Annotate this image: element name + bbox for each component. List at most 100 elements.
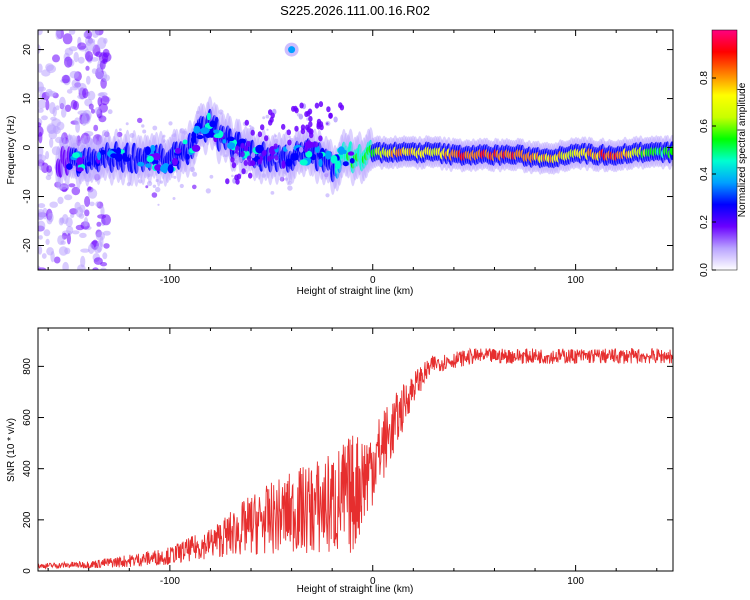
spectrogram-noise-blob <box>68 30 76 35</box>
colorbar-tick-label: 0.6 <box>699 119 710 133</box>
spectrogram-noise-blob <box>82 88 89 99</box>
spectrogram-noise-blob <box>38 63 43 73</box>
y-tick-label: -20 <box>22 238 33 253</box>
spectrogram-noise-blob <box>91 30 100 38</box>
spectrogram-noise-blob <box>38 203 46 209</box>
spectrogram-blob <box>318 158 323 168</box>
spectrogram-streak <box>240 142 245 149</box>
spectrogram-streak <box>225 178 230 185</box>
spectrogram-noise-blob <box>38 122 42 128</box>
spectrogram-noise-blob <box>61 108 67 118</box>
spectrogram-noise-blob <box>79 232 87 238</box>
spectrogram-blob <box>76 157 84 165</box>
spectrogram-noise-blob <box>103 243 110 249</box>
spectrogram-noise-blob <box>66 233 71 245</box>
spectrogram-noise-blob <box>96 221 102 227</box>
spectrogram-noise-blob <box>66 225 74 235</box>
y-tick-label: 800 <box>22 358 33 375</box>
spectrogram-noise-blob <box>86 75 91 85</box>
spectrogram-streak <box>326 106 331 113</box>
spectrogram-streak <box>244 119 249 126</box>
spectrogram-streak <box>308 115 313 122</box>
spectrogram-blob <box>172 157 178 166</box>
spectrogram-blob <box>290 153 299 161</box>
spectrogram-noise-blob <box>49 137 54 148</box>
spectrogram-noise-blob <box>49 201 58 208</box>
spectrogram-blob <box>167 164 174 174</box>
spectrogram-noise-dot <box>326 122 329 125</box>
spectrogram-noise-blob <box>38 163 43 171</box>
spectrogram-streak <box>234 174 239 181</box>
spectrogram-streak <box>246 155 252 162</box>
spectrogram-streak <box>240 151 245 158</box>
spectrogram-streak <box>306 140 311 146</box>
spectrogram-streak <box>333 116 338 123</box>
spectrogram-streak <box>286 144 291 151</box>
spectrogram-noise-blob <box>55 30 61 40</box>
spectrogram-noise-blob <box>38 220 46 232</box>
spectrogram-streak <box>270 112 275 119</box>
spectrogram-noise-blob <box>38 86 46 92</box>
spectrogram-noise-blob <box>45 174 52 181</box>
spectrogram-noise-blob <box>66 89 73 94</box>
spectrogram-blob <box>209 120 217 128</box>
spectrogram-noise-blob <box>87 90 96 101</box>
spectrogram-noise-blob <box>80 248 90 253</box>
spectrogram-streak <box>294 125 299 132</box>
spectrogram-noise-blob <box>95 231 105 241</box>
spectrogram-noise-blob <box>38 235 43 240</box>
figure-title: S225.2026.111.00.16.R02 <box>280 3 430 18</box>
spectrogram-noise-dot <box>325 193 330 198</box>
x-tick-label: 100 <box>567 576 584 587</box>
spectrogram-blob <box>160 164 167 173</box>
spectrogram-noise-blob <box>49 102 56 114</box>
spectrogram-noise-blob <box>87 186 92 191</box>
spectrogram-streak <box>314 102 320 109</box>
spectrogram-blob <box>182 139 188 145</box>
spectrogram-noise-dot <box>142 129 147 134</box>
spectrogram-noise-dot <box>192 184 197 190</box>
colorbar-tick-label: 0.2 <box>699 215 710 229</box>
spectrogram-streak <box>281 123 286 130</box>
y-tick-label: 200 <box>22 511 33 528</box>
spectrogram-streak <box>246 141 251 147</box>
spectrogram-noise-blob <box>68 46 78 52</box>
spectrogram-streak <box>304 111 309 118</box>
spectrogram-noise-blob <box>53 256 61 264</box>
colorbar-tick-label: 0.8 <box>699 71 710 85</box>
spectrogram-streak <box>303 146 309 153</box>
spectrogram-streak <box>299 102 304 109</box>
spectrogram-noise-blob <box>102 74 111 82</box>
spectrogram-noise-blob <box>94 107 101 115</box>
spectrogram-noise-blob <box>64 247 71 255</box>
spectrogram-noise-blob <box>92 267 99 270</box>
spectrogram-blob <box>185 154 190 160</box>
spectrogram-blob <box>152 152 161 161</box>
spectrogram-streak <box>298 113 303 120</box>
spectrogram-noise-blob <box>95 71 104 79</box>
spectrogram-noise-blob <box>100 205 105 217</box>
spectrogram-noise-blob <box>100 262 108 267</box>
spectrogram-noise-blob <box>61 74 70 84</box>
spectrogram-streak <box>273 143 278 150</box>
spectrogram-blob <box>206 112 211 121</box>
spectrogram-blob <box>72 152 80 159</box>
spectrogram-streak <box>238 156 243 163</box>
spectrogram-noise-blob <box>47 212 54 223</box>
spectrogram-frame <box>37 29 674 271</box>
spectrogram-streak <box>250 129 255 136</box>
spectrogram-blob <box>226 136 235 142</box>
y-tick-label: 20 <box>22 44 33 56</box>
y-tick-label: 400 <box>22 460 33 477</box>
snr-axes: -100 0 100 0 200 400 600 800 <box>22 328 673 587</box>
spectrogram-streak <box>313 141 319 148</box>
x-tick-label: 100 <box>567 275 584 286</box>
spectrogram-blob <box>116 147 121 156</box>
spectrogram-noise-blob <box>77 56 85 64</box>
spectrogram-noise-blob <box>62 33 73 45</box>
spectrogram-streak <box>270 153 275 160</box>
spectrogram-noise-blob <box>98 115 107 123</box>
spectrogram-noise-blob <box>62 261 69 270</box>
colorbar-rect <box>711 29 738 271</box>
